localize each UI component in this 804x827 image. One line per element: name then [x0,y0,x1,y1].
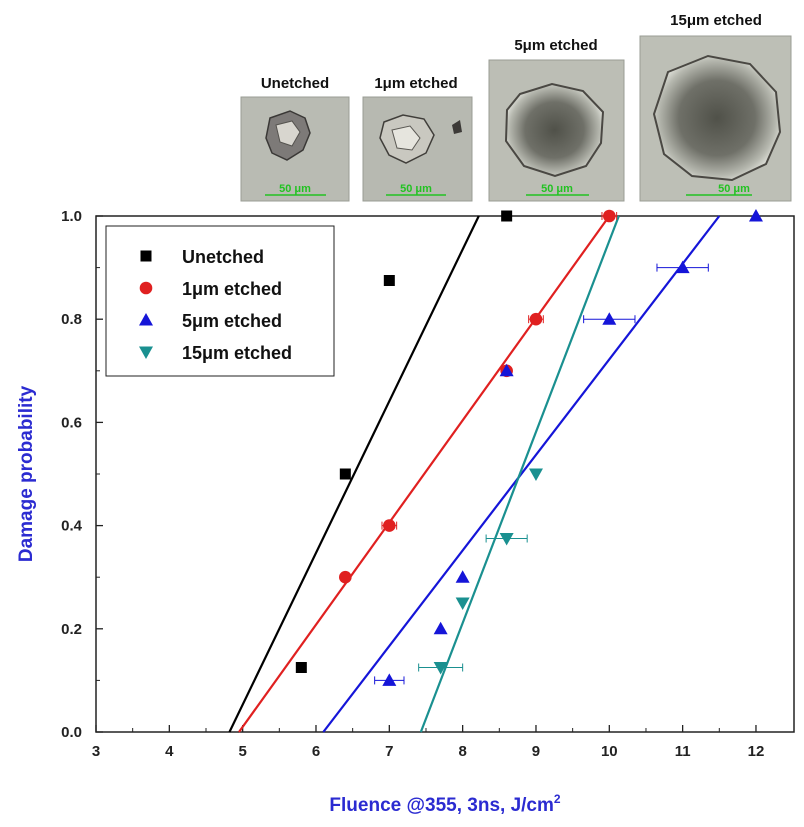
x-axis-title-text: Fluence @355, 3ns, J/cm [329,795,553,816]
y-tick-label: 0.0 [61,724,82,741]
photo-label-1um: 1μm etched [374,75,457,92]
data-point [603,209,616,223]
legend-marker [139,346,153,359]
legend-label: Unetched [182,247,264,267]
fit-lines [228,215,721,733]
y-axis-title: Damage probability [16,385,37,562]
photo-label-15um: 15μm etched [670,12,762,29]
photo-label-5um: 5μm etched [514,37,597,54]
damage-site-5um [504,82,605,178]
legend-label: 1μm etched [182,279,282,299]
data-point [499,363,514,377]
data-point [748,209,763,222]
debris-1um [452,120,462,134]
x-axis: 3 4 5 6 7 8 9 10 11 12 [92,725,764,760]
data-point [602,312,617,325]
data-point [339,468,351,480]
x-tick-label: 3 [92,743,100,760]
data-point [499,533,514,546]
data-points [295,209,763,686]
legend: Unetched 1μm etched 5μm etched 15μm etched [105,225,335,377]
data-point [529,312,543,326]
data-point [501,210,513,222]
fit-line [228,215,480,733]
y-axis: 0.0 0.2 0.4 0.6 0.8 1.0 [61,208,103,741]
data-point [383,275,395,286]
data-point [433,662,448,675]
damage-site-15um [652,54,782,182]
photo-unetched: Unetched 50 μm [240,75,350,202]
damage-site-1um-inner [391,125,421,151]
x-tick-label: 5 [238,743,246,760]
data-point [455,570,470,583]
legend-marker [139,281,153,295]
data-point [455,597,470,610]
scale-text-5um: 50 μm [541,183,573,195]
fit-line [322,215,721,733]
scale-text-unetched: 50 μm [279,183,311,195]
fit-line [419,215,620,733]
fit-line [238,215,611,733]
data-point [382,673,397,686]
photo-5um-etched: 5μm etched 50 μm [488,37,625,202]
scale-text-15um: 50 μm [718,183,750,195]
x-tick-label: 8 [458,743,466,760]
x-tick-label: 7 [385,743,393,760]
data-point [295,662,307,673]
y-tick-label: 0.2 [61,621,82,638]
damage-site-unetched-fragment [275,120,301,147]
x-tick-label: 9 [532,743,540,760]
x-tick-label: 12 [748,743,765,760]
data-point [433,621,448,635]
legend-label: 5μm etched [182,311,282,331]
legend-items: Unetched 1μm etched 5μm etched 15μm etched [139,247,292,363]
legend-marker [139,313,153,326]
scale-text-1um: 50 μm [400,183,432,195]
legend-marker [140,250,152,262]
x-tick-label: 10 [601,743,618,760]
data-point [383,519,396,532]
photo-1um-etched: 1μm etched 50 μm [362,75,473,202]
x-axis-title: Fluence @355, 3ns, J/cm2 [329,792,560,816]
x-tick-label: 6 [312,743,320,760]
y-tick-label: 0.6 [61,414,82,431]
x-tick-label: 11 [675,743,691,760]
legend-label: 15μm etched [182,343,292,363]
data-point [339,570,352,584]
y-tick-label: 0.8 [61,311,82,328]
data-point [528,468,543,481]
photo-15um-etched: 15μm etched 50 μm [639,12,792,202]
y-tick-label: 0.4 [61,518,83,535]
x-axis-title-superscript: 2 [554,792,561,806]
data-point [675,260,690,274]
x-tick-label: 4 [165,743,174,760]
y-tick-label: 1.0 [61,208,82,225]
photo-label-unetched: Unetched [261,75,329,92]
